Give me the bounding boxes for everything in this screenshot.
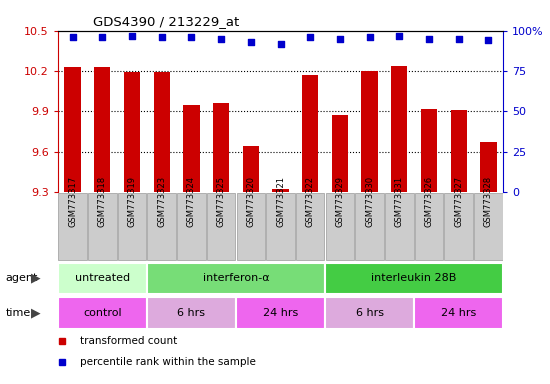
Point: [454, 36, 463, 42]
FancyBboxPatch shape: [177, 193, 206, 260]
Text: interleukin 28B: interleukin 28B: [371, 273, 457, 283]
Point: [425, 36, 433, 42]
Text: GSM773320: GSM773320: [246, 175, 255, 227]
Point: [306, 34, 315, 40]
Text: 24 hrs: 24 hrs: [441, 308, 476, 318]
FancyBboxPatch shape: [414, 297, 503, 329]
FancyBboxPatch shape: [236, 297, 325, 329]
Text: GDS4390 / 213229_at: GDS4390 / 213229_at: [94, 15, 240, 28]
FancyBboxPatch shape: [325, 297, 414, 329]
FancyBboxPatch shape: [415, 193, 443, 260]
Point: [157, 34, 166, 40]
Point: [128, 33, 136, 39]
Text: GSM773318: GSM773318: [98, 175, 107, 227]
FancyBboxPatch shape: [266, 193, 295, 260]
FancyBboxPatch shape: [296, 193, 324, 260]
Text: 6 hrs: 6 hrs: [178, 308, 205, 318]
Text: GSM773322: GSM773322: [306, 175, 315, 227]
FancyBboxPatch shape: [147, 263, 325, 294]
Point: [68, 34, 77, 40]
Bar: [183, 105, 200, 192]
Bar: [124, 73, 140, 192]
FancyBboxPatch shape: [88, 193, 117, 260]
Text: time: time: [6, 308, 31, 318]
Bar: [94, 67, 111, 192]
FancyBboxPatch shape: [118, 193, 146, 260]
FancyBboxPatch shape: [147, 297, 236, 329]
FancyBboxPatch shape: [58, 193, 87, 260]
Bar: [302, 75, 318, 192]
Point: [246, 39, 255, 45]
FancyBboxPatch shape: [58, 297, 147, 329]
Bar: [213, 103, 229, 192]
Point: [276, 41, 285, 47]
Bar: [450, 110, 467, 192]
Bar: [64, 67, 81, 192]
Text: GSM773331: GSM773331: [395, 175, 404, 227]
Point: [187, 34, 196, 40]
Point: [98, 34, 107, 40]
FancyBboxPatch shape: [326, 193, 354, 260]
Text: interferon-α: interferon-α: [202, 273, 270, 283]
Text: GSM773326: GSM773326: [425, 175, 433, 227]
Text: GSM773329: GSM773329: [336, 175, 344, 227]
Text: GSM773324: GSM773324: [187, 175, 196, 227]
Bar: [243, 146, 259, 192]
Text: ▶: ▶: [31, 272, 41, 285]
Point: [395, 33, 404, 39]
Text: 6 hrs: 6 hrs: [356, 308, 383, 318]
Text: GSM773330: GSM773330: [365, 175, 374, 227]
FancyBboxPatch shape: [58, 263, 147, 294]
Text: GSM773328: GSM773328: [484, 175, 493, 227]
FancyBboxPatch shape: [236, 193, 265, 260]
Text: GSM773325: GSM773325: [217, 175, 226, 227]
Bar: [272, 189, 289, 192]
Bar: [361, 71, 378, 192]
Text: agent: agent: [6, 273, 38, 283]
Point: [365, 34, 374, 40]
Text: GSM773317: GSM773317: [68, 175, 77, 227]
Bar: [391, 66, 408, 192]
Point: [484, 37, 493, 43]
FancyBboxPatch shape: [385, 193, 414, 260]
Text: percentile rank within the sample: percentile rank within the sample: [80, 357, 256, 367]
Text: GSM773321: GSM773321: [276, 175, 285, 227]
Text: GSM773323: GSM773323: [157, 175, 166, 227]
Bar: [153, 73, 170, 192]
Text: transformed count: transformed count: [80, 336, 177, 346]
Point: [217, 36, 226, 42]
Text: 24 hrs: 24 hrs: [263, 308, 298, 318]
FancyBboxPatch shape: [147, 193, 176, 260]
FancyBboxPatch shape: [474, 193, 503, 260]
Bar: [480, 142, 497, 192]
Text: ▶: ▶: [31, 306, 41, 319]
Text: control: control: [83, 308, 122, 318]
FancyBboxPatch shape: [207, 193, 235, 260]
Text: untreated: untreated: [75, 273, 130, 283]
FancyBboxPatch shape: [355, 193, 384, 260]
FancyBboxPatch shape: [325, 263, 503, 294]
Point: [336, 36, 344, 42]
Text: GSM773319: GSM773319: [128, 175, 136, 227]
Bar: [332, 116, 348, 192]
Text: GSM773327: GSM773327: [454, 175, 463, 227]
Bar: [421, 109, 437, 192]
FancyBboxPatch shape: [444, 193, 473, 260]
